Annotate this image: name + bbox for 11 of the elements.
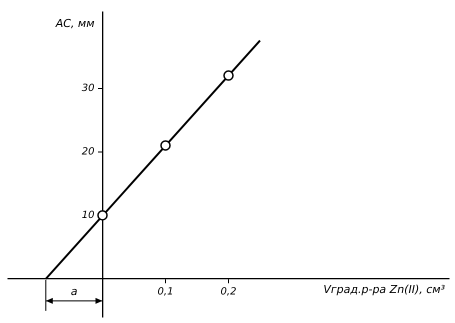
point <box>97 210 108 221</box>
annotation: a <box>70 285 78 298</box>
point <box>160 140 171 151</box>
y-tick-label: 20 <box>82 146 94 158</box>
x-axis-title: Vград.р-ра Zn(II), см³ <box>323 283 446 296</box>
y-tick-label: 10 <box>82 210 94 221</box>
x-tick-label: 0,2 <box>220 286 236 298</box>
x-tick-label: 0,1 <box>158 286 174 298</box>
y-axis-title: AC, мм <box>54 16 94 30</box>
point <box>223 70 234 81</box>
y-tick-label: 30 <box>82 82 94 94</box>
